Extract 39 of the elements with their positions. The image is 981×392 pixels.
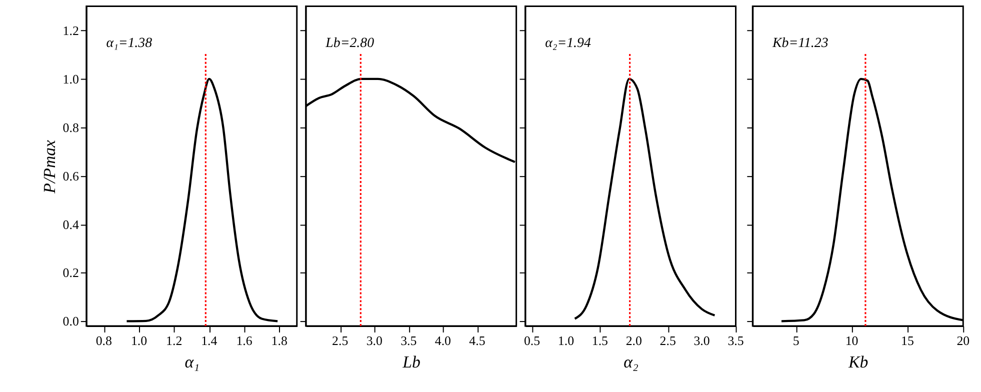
x-tick-label: 4.5	[469, 334, 486, 348]
x-tick-label: 4.0	[434, 334, 452, 348]
x-tick-label: 1.2	[166, 334, 182, 348]
annotation: Kb=11.23	[771, 36, 828, 52]
x-tick-label: 1.5	[592, 334, 608, 348]
y-tick-label: 0.2	[62, 266, 79, 280]
y-tick-label: 1.0	[62, 72, 79, 86]
x-tick-label: 15	[900, 334, 914, 348]
x-axis-title: Lb	[402, 352, 420, 372]
x-tick-label: 5	[792, 334, 800, 348]
x-tick-label: 20	[956, 334, 970, 348]
y-axis-title: P/Pmax	[40, 139, 59, 194]
y-tick-label: 0.4	[62, 218, 80, 232]
x-tick-label: 3.0	[366, 334, 382, 348]
x-tick-label: 0.5	[524, 334, 540, 348]
annotation: α₂=1.94	[545, 36, 591, 52]
line-series	[126, 78, 279, 322]
x-tick-label: 3.0	[694, 334, 710, 348]
x-tick-label: 1.4	[201, 334, 218, 348]
x-tick-label: 0.8	[96, 334, 112, 348]
x-tick-label: 1.6	[236, 334, 253, 348]
x-tick-label: 2.0	[626, 334, 642, 348]
x-tick-label: 1.8	[271, 334, 288, 348]
y-tick-label: 0.6	[62, 169, 80, 184]
x-tick-label: 3.5	[728, 334, 744, 348]
y-tick-label: 0.0	[62, 314, 79, 329]
x-axis-title: α₂	[624, 352, 638, 372]
x-tick-label: 2.5	[332, 334, 348, 348]
y-tick-label: 0.8	[62, 120, 79, 135]
x-tick-label: 1.0	[558, 334, 574, 348]
x-axis-title: α₁	[184, 352, 200, 372]
x-tick-label: 3.5	[400, 334, 417, 348]
x-tick-label: 1.0	[130, 334, 148, 348]
annotation: α₁=1.38	[106, 36, 152, 52]
y-tick-label: 1.2	[62, 24, 79, 38]
x-axis-title: Kb	[848, 352, 868, 372]
x-tick-label: 10	[845, 334, 858, 348]
x-tick-label: 2.5	[660, 334, 676, 348]
annotation: Lb=2.80	[324, 36, 374, 52]
